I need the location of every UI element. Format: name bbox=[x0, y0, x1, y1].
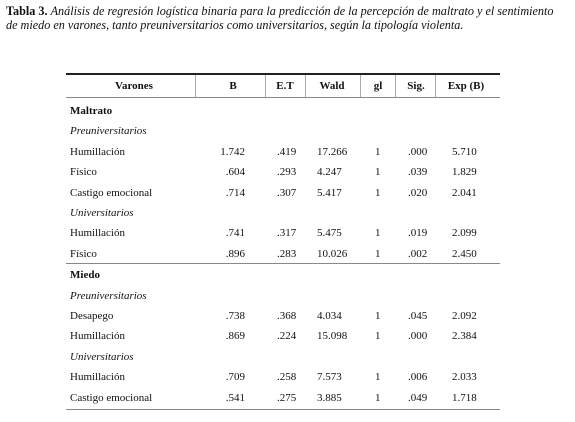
cell-value: 1 bbox=[375, 227, 381, 240]
cell-value: 15.098 bbox=[317, 330, 348, 343]
cell-value: 2.384 bbox=[452, 330, 477, 343]
cell-value: 1.718 bbox=[452, 391, 477, 404]
caption-label: Tabla 3. bbox=[6, 4, 48, 18]
section-rule bbox=[66, 263, 500, 265]
cell-value: 1 bbox=[375, 186, 381, 199]
group-title: Preuniversitarios bbox=[70, 289, 147, 302]
cell-value: 1 bbox=[375, 310, 381, 322]
cell-value: 17.266 bbox=[317, 145, 348, 158]
cell-value: .317 bbox=[277, 227, 297, 240]
cell-value: .419 bbox=[277, 145, 297, 158]
caption: Tabla 3. Análisis de regresión logística… bbox=[6, 4, 568, 32]
cell-value: 7.573 bbox=[317, 371, 342, 384]
cell-value: 1 bbox=[375, 145, 381, 158]
cell-value: 2.033 bbox=[452, 371, 477, 384]
cell-value: .000 bbox=[408, 145, 428, 158]
header-rule bbox=[66, 97, 500, 98]
cell-value: 1 bbox=[375, 166, 381, 179]
cell-value: .307 bbox=[277, 186, 297, 199]
cell-value: 1 bbox=[375, 330, 381, 343]
caption-text: Análisis de regresión logística binaria … bbox=[6, 4, 554, 32]
row-label: Desapego bbox=[70, 310, 114, 322]
section-title: Maltrato bbox=[70, 105, 113, 117]
row-label: Humillación bbox=[70, 371, 125, 384]
cell-value: 1.829 bbox=[452, 166, 477, 179]
cell-value: .541 bbox=[225, 391, 245, 404]
cell-value: 2.092 bbox=[452, 310, 477, 322]
cell-value: 5.475 bbox=[317, 227, 342, 240]
cell-value: 4.247 bbox=[317, 166, 342, 179]
column-header: Varones bbox=[115, 80, 153, 92]
cell-value: 1 bbox=[375, 371, 381, 384]
group-title: Universitarios bbox=[70, 350, 134, 363]
cell-value: 3.885 bbox=[317, 391, 342, 404]
cell-value: 10.026 bbox=[317, 247, 348, 260]
row-label: Castigo emocional bbox=[70, 391, 153, 404]
column-header: E.T bbox=[276, 80, 294, 92]
cell-value: 2.041 bbox=[452, 186, 477, 199]
cell-value: 5.417 bbox=[317, 186, 342, 199]
column-divider bbox=[305, 75, 306, 97]
cell-value: 5.710 bbox=[452, 145, 477, 158]
row-label: Humillación bbox=[70, 145, 125, 158]
cell-value: .275 bbox=[277, 391, 297, 404]
cell-value: .006 bbox=[408, 371, 428, 384]
cell-value: .368 bbox=[277, 310, 297, 322]
column-header: B bbox=[229, 80, 237, 92]
cell-value: .000 bbox=[408, 330, 428, 343]
cell-value: .039 bbox=[408, 166, 428, 179]
cell-value: .258 bbox=[277, 371, 297, 384]
cell-value: 2.450 bbox=[452, 247, 477, 260]
bottom-rule bbox=[66, 409, 500, 410]
cell-value: 1 bbox=[375, 247, 381, 260]
cell-value: .283 bbox=[277, 247, 297, 260]
top-rule bbox=[66, 73, 500, 75]
column-header: Exp (B) bbox=[447, 80, 485, 92]
cell-value: .002 bbox=[408, 247, 428, 260]
column-divider bbox=[265, 75, 266, 97]
column-divider bbox=[395, 75, 396, 97]
cell-value: 1 bbox=[375, 391, 381, 404]
row-label: Humillación bbox=[70, 227, 125, 240]
cell-value: .896 bbox=[225, 247, 245, 260]
row-label: Físico bbox=[70, 247, 97, 260]
cell-value: .604 bbox=[225, 166, 245, 179]
column-divider bbox=[435, 75, 436, 97]
cell-value: .738 bbox=[225, 310, 245, 322]
cell-value: .714 bbox=[225, 186, 245, 199]
cell-value: .869 bbox=[225, 330, 245, 343]
column-divider bbox=[360, 75, 361, 97]
column-divider bbox=[195, 75, 196, 97]
cell-value: .020 bbox=[408, 186, 428, 199]
column-header: Wald bbox=[319, 80, 345, 92]
cell-value: .049 bbox=[408, 391, 428, 404]
cell-value: .045 bbox=[408, 310, 428, 322]
column-header: Sig. bbox=[407, 80, 425, 92]
cell-value: 2.099 bbox=[452, 227, 477, 240]
row-label: Físico bbox=[70, 166, 97, 179]
row-label: Castigo emocional bbox=[70, 186, 153, 199]
group-title: Preuniversitarios bbox=[70, 125, 147, 138]
cell-value: .741 bbox=[225, 227, 245, 240]
row-label: Humillación bbox=[70, 330, 125, 343]
cell-value: .293 bbox=[277, 166, 297, 179]
cell-value: 4.034 bbox=[317, 310, 342, 322]
cell-value: .709 bbox=[225, 371, 245, 384]
cell-value: .019 bbox=[408, 227, 428, 240]
cell-value: 1.742 bbox=[220, 145, 245, 158]
group-title: Universitarios bbox=[70, 207, 134, 219]
section-title: Miedo bbox=[70, 269, 100, 282]
cell-value: .224 bbox=[277, 330, 297, 343]
column-header: gl bbox=[373, 80, 383, 92]
